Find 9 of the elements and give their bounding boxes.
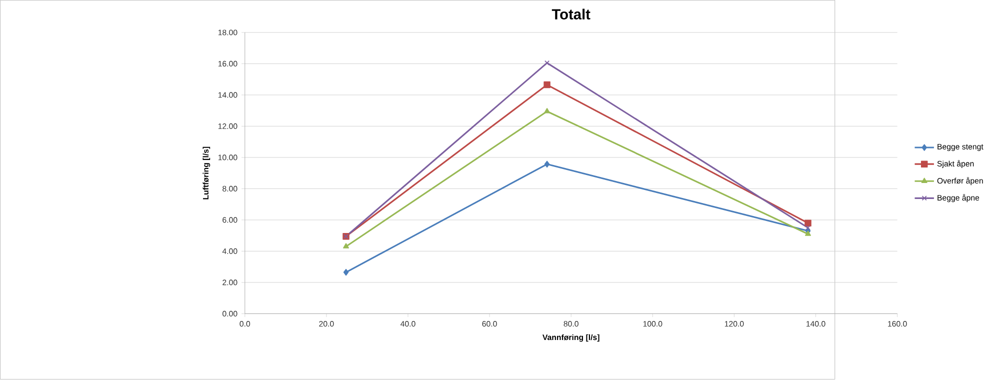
point — [544, 82, 550, 88]
point — [343, 269, 349, 276]
point — [343, 243, 349, 249]
point — [804, 220, 812, 227]
point — [544, 60, 550, 66]
point — [544, 161, 550, 168]
chart-title: Totalt — [552, 8, 590, 20]
point — [805, 230, 811, 236]
point — [805, 225, 811, 230]
